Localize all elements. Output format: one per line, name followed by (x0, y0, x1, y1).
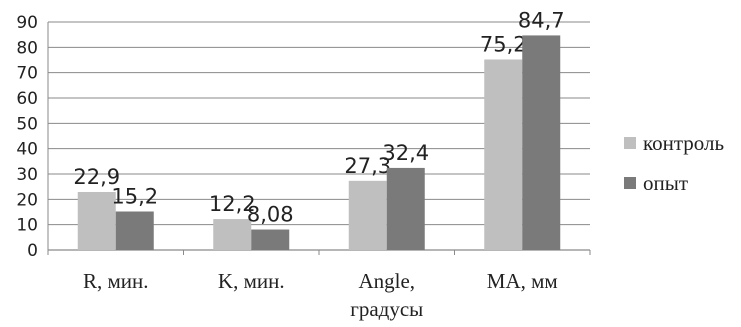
data-label: 32,4 (382, 141, 429, 165)
bar-контроль (213, 219, 252, 250)
legend-swatch-опыт (624, 177, 636, 189)
y-tick-label: 80 (16, 38, 38, 58)
bar-контроль (77, 191, 116, 250)
y-tick-label: 0 (27, 241, 38, 261)
bar-опыт (251, 229, 290, 250)
y-tick-label: 30 (16, 165, 38, 185)
x-category-label: MA, мм (487, 269, 558, 293)
x-category-label: Angle, (358, 269, 415, 293)
y-tick-label: 60 (16, 89, 38, 109)
y-tick-label: 10 (16, 216, 38, 236)
data-label: 22,9 (73, 165, 120, 189)
x-category-label: K, мин. (218, 269, 285, 293)
y-tick-label: 70 (16, 64, 38, 84)
data-label: 27,3 (344, 154, 391, 178)
data-label: 84,7 (518, 8, 565, 32)
y-tick-label: 20 (16, 190, 38, 210)
x-category-label: градусы (350, 297, 423, 321)
data-label: 15,2 (111, 184, 158, 208)
legend-label: контроль (643, 131, 724, 155)
y-tick-label: 50 (16, 114, 38, 134)
legend-swatch-контроль (624, 137, 636, 149)
bar-опыт (386, 167, 425, 250)
bar-опыт (115, 211, 154, 250)
legend-label: опыт (643, 171, 688, 195)
data-label: 8,08 (247, 203, 294, 227)
x-category-label: R, мин. (83, 269, 149, 293)
data-label: 12,2 (209, 192, 256, 216)
bar-контроль (484, 59, 523, 250)
y-tick-label: 40 (16, 140, 38, 160)
y-tick-label: 90 (16, 13, 38, 33)
data-label: 75,2 (480, 32, 527, 56)
bar-контроль (348, 180, 387, 250)
bar-опыт (522, 35, 561, 250)
